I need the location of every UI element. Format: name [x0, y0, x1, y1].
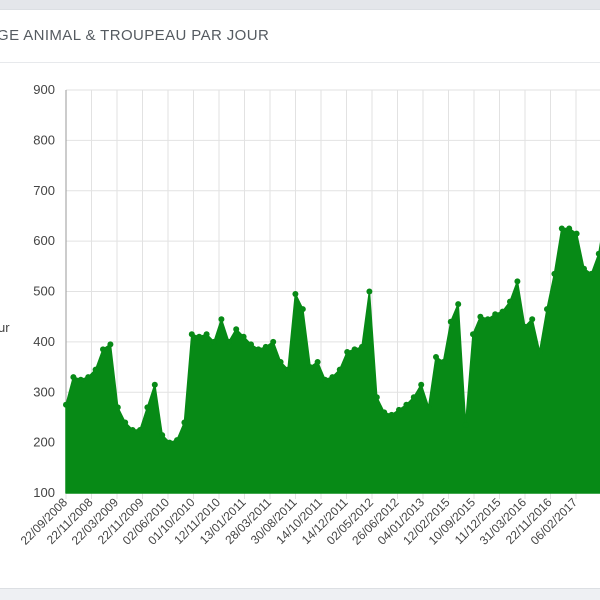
y-tick-label: 900 [33, 82, 55, 97]
data-point [262, 343, 269, 350]
data-point [203, 331, 210, 338]
data-point [351, 346, 358, 353]
data-point [307, 364, 314, 371]
data-point [144, 404, 151, 411]
data-point [233, 326, 240, 333]
data-point [270, 338, 277, 345]
data-point [499, 308, 506, 315]
data-point [470, 331, 476, 338]
data-point [329, 374, 336, 381]
data-point [85, 374, 92, 381]
data-point [285, 366, 291, 373]
data-point [440, 359, 447, 365]
series-group [63, 225, 600, 494]
y-tick-label: 100 [33, 485, 55, 500]
y-tick-label: 700 [33, 183, 55, 198]
data-point [558, 225, 565, 232]
data-point [388, 411, 395, 418]
data-point [277, 359, 284, 365]
data-point [218, 316, 225, 323]
data-point [129, 427, 136, 433]
data-point [292, 291, 299, 297]
data-point [455, 301, 462, 308]
data-point [181, 419, 188, 426]
data-point [240, 333, 247, 340]
data-point [507, 298, 513, 305]
data-point [211, 338, 217, 345]
y-tick-label: 200 [33, 435, 55, 450]
data-point [174, 437, 180, 444]
y-axis-label: ur [0, 320, 10, 335]
y-tick-label: 600 [33, 233, 55, 248]
y-tick-label: 500 [33, 284, 55, 299]
data-point [425, 404, 432, 411]
data-point [299, 306, 306, 313]
data-point [188, 331, 195, 338]
data-point [70, 374, 77, 381]
data-point [403, 401, 410, 408]
data-point [366, 288, 373, 295]
data-point [322, 376, 328, 383]
data-point [255, 346, 262, 353]
data-point [521, 323, 528, 330]
data-point [529, 316, 536, 323]
data-point [92, 366, 99, 373]
data-point [462, 422, 469, 428]
data-point [336, 366, 343, 373]
data-point [484, 316, 491, 323]
data-point [573, 230, 580, 237]
data-point [381, 409, 388, 416]
top-strip [0, 0, 600, 9]
data-point [122, 419, 129, 426]
data-point [373, 394, 380, 401]
data-point [314, 359, 321, 365]
data-point [536, 349, 543, 355]
data-point [137, 427, 143, 433]
y-tick-label: 300 [33, 384, 55, 399]
data-point [359, 343, 365, 350]
data-point [114, 404, 121, 411]
panel-header: GE ANIMAL & TROUPEAU PAR JOUR [0, 10, 600, 63]
data-point [447, 318, 454, 325]
data-point [492, 311, 499, 318]
data-point [477, 313, 484, 320]
data-point [551, 270, 558, 277]
data-point [225, 338, 232, 345]
data-point [107, 341, 114, 348]
panel-title: GE ANIMAL & TROUPEAU PAR JOUR [0, 27, 270, 44]
y-tick-label: 800 [33, 132, 55, 147]
data-point [77, 376, 84, 383]
y-tick-label: 400 [33, 334, 55, 349]
data-point [396, 406, 402, 413]
data-point [595, 250, 600, 257]
data-point [196, 333, 203, 340]
data-point [166, 439, 173, 446]
data-point [418, 381, 425, 388]
data-point [344, 349, 351, 355]
data-point [248, 341, 254, 348]
data-point [433, 354, 439, 360]
data-point [581, 265, 587, 272]
data-point [588, 270, 595, 277]
data-point [159, 432, 166, 439]
data-point [514, 278, 521, 285]
data-point [63, 401, 69, 408]
data-point [566, 225, 573, 232]
series-area [65, 227, 600, 494]
data-point [410, 394, 417, 401]
data-point [100, 346, 106, 353]
data-point [544, 306, 550, 313]
data-point [151, 381, 158, 388]
